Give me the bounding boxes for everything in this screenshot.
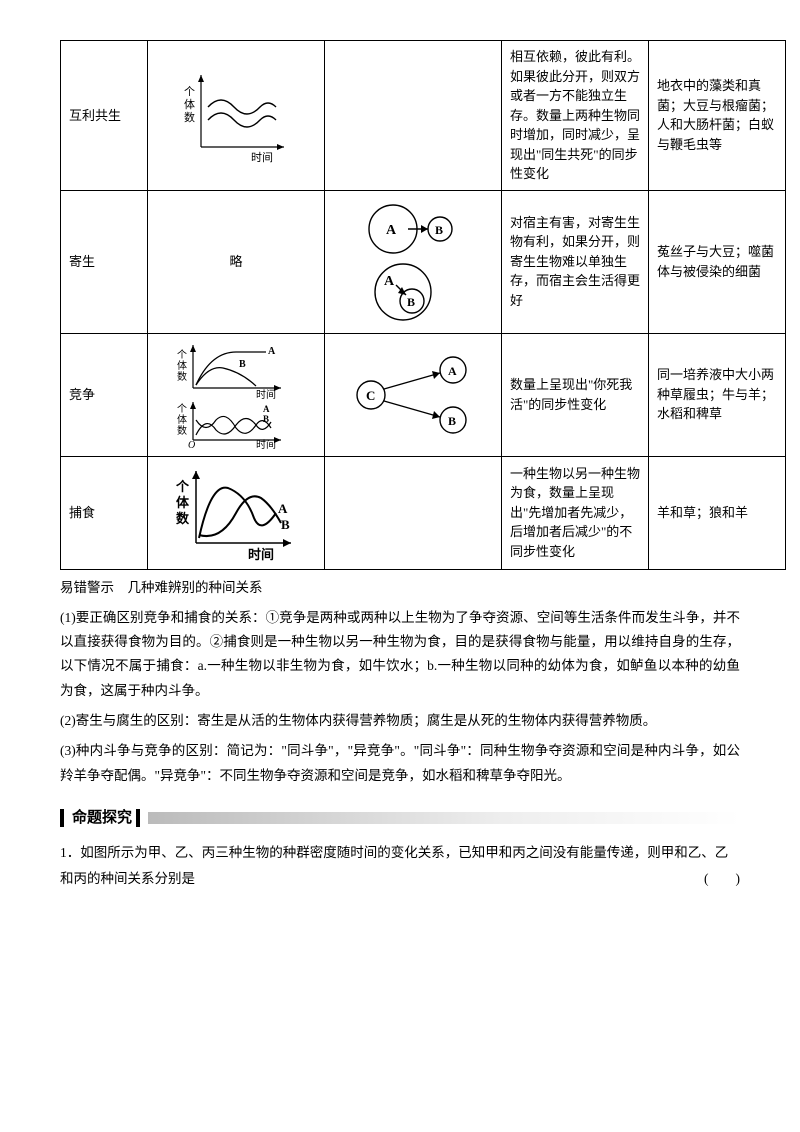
- svg-text:时间: 时间: [256, 438, 276, 450]
- svg-text:A: A: [268, 346, 276, 357]
- chart-cell: A B 个 体 数 时间 A B 个 体 数 O 时间: [148, 333, 325, 456]
- chart-cell: A B 个 体 数 时间: [148, 456, 325, 569]
- header-bar-icon: [60, 809, 64, 827]
- table-row: 寄生 略 A B A B 对宿主有害，对寄生生物有利，如果分开，则寄生生物难以单…: [61, 190, 786, 333]
- parasitism-diagram-icon: A B A B: [348, 197, 478, 327]
- diagram-cell: [325, 41, 502, 191]
- example-cell: 菟丝子与大豆；噬菌体与被侵染的细菌: [649, 190, 786, 333]
- description-cell: 数量上呈现出"你死我活"的同步性变化: [502, 333, 649, 456]
- chart-cell: 个 体 数 时间: [148, 41, 325, 191]
- relation-name: 寄生: [61, 190, 148, 333]
- example-cell: 地衣中的藻类和真菌；大豆与根瘤菌；人和大肠杆菌；白蚁与鞭毛虫等: [649, 41, 786, 191]
- svg-text:数: 数: [177, 370, 187, 383]
- table-row: 竞争 A B 个 体 数 时间: [61, 333, 786, 456]
- svg-text:O: O: [188, 440, 195, 450]
- paragraph: (1)要正确区别竞争和捕食的关系：①竞争是两种或两种以上生物为了争夺资源、空间等…: [60, 606, 740, 703]
- relations-table: 互利共生 个 体 数 时间 相互依赖，彼此有利。如果彼此分开，则双方或者一方不能…: [60, 40, 786, 570]
- paragraph: (2)寄生与腐生的区别：寄生是从活的生物体内获得营养物质；腐生是从死的生物体内获…: [60, 709, 740, 733]
- diagram-cell: A B A B: [325, 190, 502, 333]
- chart-cell: 略: [148, 190, 325, 333]
- svg-text:A: A: [386, 223, 397, 238]
- section-header: 命题探究: [60, 806, 740, 830]
- svg-text:A: A: [384, 274, 395, 289]
- svg-text:时间: 时间: [256, 388, 276, 401]
- svg-text:个: 个: [175, 479, 190, 494]
- svg-text:B: B: [448, 414, 456, 428]
- x-axis-label: 时间: [251, 151, 273, 164]
- competition-diagram-icon: C A B: [343, 350, 483, 440]
- description-cell: 相互依赖，彼此有利。如果彼此分开，则双方或者一方不能独立生存。数量上两种生物同时…: [502, 41, 649, 191]
- svg-text:时间: 时间: [248, 547, 274, 562]
- table-row: 互利共生 个 体 数 时间 相互依赖，彼此有利。如果彼此分开，则双方或者一方不能…: [61, 41, 786, 191]
- relation-name: 互利共生: [61, 41, 148, 191]
- svg-text:个: 个: [177, 349, 187, 361]
- svg-text:数: 数: [184, 111, 195, 124]
- svg-text:A: A: [263, 404, 270, 414]
- question-block: 1．如图所示为甲、乙、丙三种生物的种群密度随时间的变化关系，已知甲和丙之间没有能…: [60, 840, 740, 891]
- svg-text:B: B: [239, 359, 246, 370]
- svg-text:数: 数: [176, 511, 190, 526]
- section-title: 命题探究: [68, 806, 136, 830]
- paragraph: (3)种内斗争与竞争的区别：简记为："同斗争"，"异竞争"。"同斗争"：同种生物…: [60, 739, 740, 788]
- competition-chart-icon: A B 个 体 数 时间 A B 个 体 数 O 时间: [171, 340, 301, 450]
- example-cell: 羊和草；狼和羊: [649, 456, 786, 569]
- svg-text:体: 体: [176, 495, 190, 510]
- svg-text:B: B: [281, 517, 290, 532]
- header-tail: [148, 812, 740, 824]
- svg-text:B: B: [435, 223, 443, 237]
- mutualism-chart-icon: 个 体 数 时间: [176, 65, 296, 165]
- answer-paren: ( ): [704, 866, 740, 892]
- svg-text:个: 个: [177, 403, 187, 415]
- question-text: 如图所示为甲、乙、丙三种生物的种群密度随时间的变化关系，已知甲和丙之间没有能量传…: [60, 845, 728, 886]
- table-row: 捕食 A B 个 体 数 时间 一种生物以另一种生物为食，数量上呈现出"先增加者…: [61, 456, 786, 569]
- svg-text:体: 体: [177, 414, 187, 426]
- svg-text:B: B: [263, 414, 269, 424]
- diagram-cell: [325, 456, 502, 569]
- svg-text:体: 体: [184, 97, 195, 111]
- svg-text:A: A: [448, 364, 457, 378]
- diagram-cell: C A B: [325, 333, 502, 456]
- relation-name: 捕食: [61, 456, 148, 569]
- svg-text:数: 数: [177, 424, 187, 437]
- y-axis-label: 个: [184, 85, 195, 98]
- question-number: 1．: [60, 845, 80, 860]
- description-cell: 对宿主有害，对寄生生物有利，如果分开，则寄生生物难以单独生存，而宿主会生活得更好: [502, 190, 649, 333]
- predation-chart-icon: A B 个 体 数 时间: [166, 463, 306, 563]
- relation-name: 竞争: [61, 333, 148, 456]
- svg-text:B: B: [407, 295, 415, 309]
- svg-text:C: C: [366, 388, 375, 403]
- description-cell: 一种生物以另一种生物为食，数量上呈现出"先增加者先减少，后增加者后减少"的不同步…: [502, 456, 649, 569]
- svg-text:体: 体: [177, 360, 187, 372]
- svg-text:A: A: [278, 501, 288, 516]
- header-bar-icon: [136, 809, 140, 827]
- warning-title: 易错警示 几种难辨别的种间关系: [60, 576, 740, 600]
- example-cell: 同一培养液中大小两种草履虫；牛与羊；水稻和稗草: [649, 333, 786, 456]
